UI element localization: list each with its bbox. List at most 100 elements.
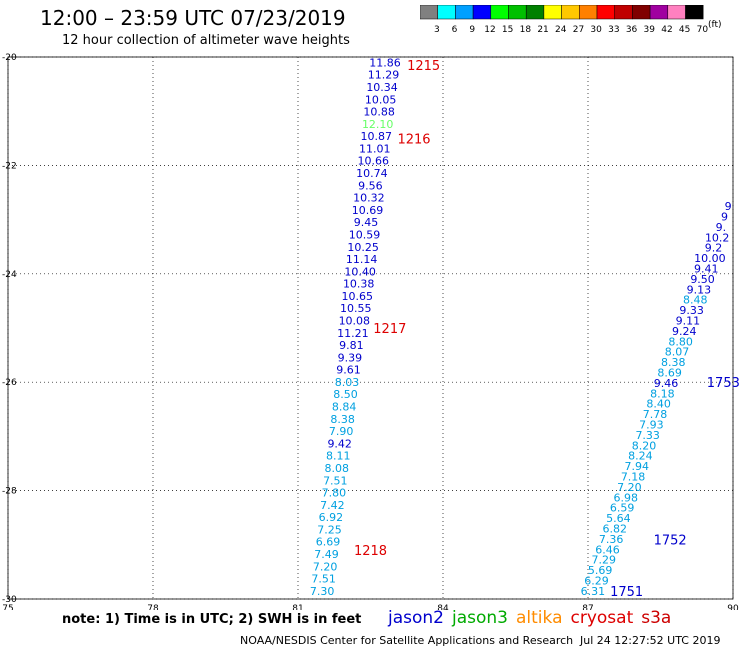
track-a-point: 8.50 <box>333 388 358 401</box>
track-a-point: 10.25 <box>347 241 379 254</box>
track-a-point: 11.29 <box>368 69 400 82</box>
colorbar-label: 15 <box>502 25 513 35</box>
track-b-point: 6.46 <box>595 543 620 556</box>
time-label: 1751 <box>610 585 643 600</box>
track-a-point: 7.30 <box>310 585 335 598</box>
track-a-point: 7.25 <box>317 523 342 536</box>
track-b-point: 8.69 <box>657 366 682 379</box>
colorbar-label: 70 <box>697 25 709 35</box>
track-b-point: 9.41 <box>694 262 719 275</box>
x-tick-label: 81 <box>292 604 303 610</box>
y-tick-label: -26 <box>2 378 17 388</box>
y-tick-label: -22 <box>2 161 17 171</box>
track-b-point: 10.00 <box>694 252 726 265</box>
track-b-point: 9.11 <box>676 314 701 327</box>
track-a-point: 10.74 <box>356 167 388 180</box>
track-b-point: 6.59 <box>610 502 635 515</box>
y-tick-label: -24 <box>2 270 17 280</box>
legend-item-cryosat: cryosat <box>570 608 634 628</box>
track-a-point: 9.61 <box>336 364 361 377</box>
legend-item-jason2: jason2 <box>388 608 444 628</box>
track-b-point: 7.20 <box>617 481 642 494</box>
legend-item-s3a: s3a <box>641 608 672 628</box>
colorbar-unit: (ft) <box>708 20 722 30</box>
track-b-point: 6.82 <box>603 522 628 535</box>
track-a-point: 10.38 <box>343 278 375 291</box>
track-b-point: 8.18 <box>650 387 675 400</box>
track-b-point: 8.20 <box>632 439 657 452</box>
track-a-point: 11.21 <box>337 327 369 340</box>
colorbar-label: 36 <box>626 25 638 35</box>
track-b-point: 7.78 <box>643 408 668 421</box>
track-b-point: 7.33 <box>635 429 660 442</box>
track-b-point: 9 <box>725 200 732 213</box>
track-b-point: 9.24 <box>672 325 697 338</box>
track-b-point: 9 <box>721 210 728 223</box>
track-a-point: 6.92 <box>319 511 344 524</box>
wave-height-plot: 75 78 81 84 87 90 -20 -22 -24 -26 -28 -30 11.8611.29… <box>2 53 740 610</box>
track-b-point: 9. <box>716 221 727 234</box>
track-a-point: 7.51 <box>311 573 336 586</box>
track-b-point: 8.80 <box>668 335 693 348</box>
track-a-point: 9.39 <box>338 351 363 364</box>
colorbar-swatch <box>685 5 704 20</box>
track-a-point: 7.80 <box>322 487 347 500</box>
colorbar-label: 12 <box>484 25 495 35</box>
track-a-point: 6.69 <box>316 536 341 549</box>
plot-frame <box>7 56 734 600</box>
x-tick-label: 78 <box>147 604 159 610</box>
colorbar-label: 42 <box>661 25 672 35</box>
track-a-point: 8.84 <box>332 401 357 414</box>
track-b-point: 9.46 <box>654 377 679 390</box>
colorbar-label: 6 <box>452 25 458 35</box>
time-label: 1753 <box>707 376 740 391</box>
track-a-point: 10.66 <box>358 155 390 168</box>
track-a-point: 7.20 <box>313 560 338 573</box>
track-a-point: 10.05 <box>365 93 397 106</box>
track-b-point: 8.24 <box>628 450 653 463</box>
track-b-point: 9.2 <box>705 242 723 255</box>
colorbar-label: 3 <box>434 25 440 35</box>
footer-note: note: 1) Time is in UTC; 2) SWH is in fe… <box>62 612 362 627</box>
colorbar-label: 30 <box>590 25 602 35</box>
time-label: 1752 <box>654 533 687 548</box>
track-b-point: 9.50 <box>690 273 715 286</box>
track-a-point: 8.03 <box>335 376 360 389</box>
chart-subtitle: 12 hour collection of altimeter wave hei… <box>62 33 350 48</box>
x-tick-label: 87 <box>582 604 593 610</box>
time-label: 1216 <box>397 132 430 147</box>
track-a-point: 11.01 <box>359 142 391 155</box>
colorbar: 3 6 9 12 15 18 21 24 27 30 33 36 39 42 45 70 <box>420 5 709 35</box>
footer-credit: NOAA/NESDIS Center for Satellite Applica… <box>240 634 574 647</box>
chart-title: 12:00 – 23:59 UTC 07/23/2019 <box>40 6 346 30</box>
track-a-point: 10.88 <box>363 106 395 119</box>
colorbar-label: 39 <box>644 25 656 35</box>
colorbar-label: 33 <box>608 25 619 35</box>
track-a-point: 7.51 <box>323 474 348 487</box>
track-b-point: 5.64 <box>606 512 631 525</box>
track-b-point: 7.36 <box>599 533 624 546</box>
track-b-point: 6.29 <box>584 574 609 587</box>
time-label: 1218 <box>354 544 387 559</box>
x-tick-label: 90 <box>727 604 739 610</box>
track-b-point: 9.33 <box>679 304 704 317</box>
track-b-point: 8.38 <box>661 356 686 369</box>
footer-timestamp: Jul 24 12:27:52 UTC 2019 <box>580 634 721 647</box>
y-tick-label: -20 <box>2 53 17 63</box>
track-a-point: 8.11 <box>326 450 351 463</box>
time-label: 1215 <box>407 59 440 74</box>
y-tick-label: -28 <box>2 487 17 497</box>
track-a-point: 9.81 <box>339 339 364 352</box>
track-a-point: 10.69 <box>352 204 384 217</box>
track-a-point: 9.45 <box>354 216 379 229</box>
colorbar-label: 45 <box>679 25 690 35</box>
track-a-point: 8.08 <box>325 462 350 475</box>
track-a-point: 8.38 <box>330 413 355 426</box>
colorbar-label: 27 <box>573 25 584 35</box>
track-b-point: 9.13 <box>687 283 712 296</box>
track-b-point: 7.94 <box>624 460 649 473</box>
track-b-point: 8.07 <box>665 346 690 359</box>
x-tick-label: 75 <box>2 604 13 610</box>
track-b-point: 8.40 <box>646 398 671 411</box>
track-b-point: 10.2 <box>705 231 730 244</box>
